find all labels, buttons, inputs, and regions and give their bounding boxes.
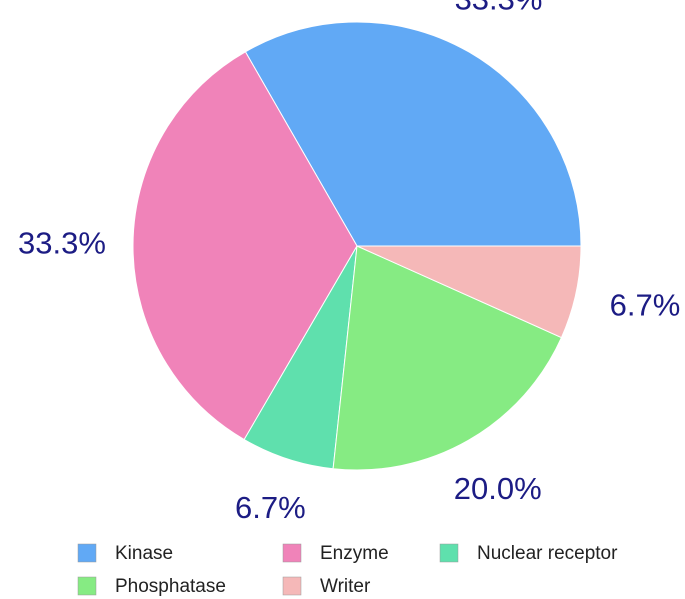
pie-slice — [356, 245, 582, 339]
legend-swatch — [282, 576, 302, 596]
legend-swatch — [77, 543, 97, 563]
pie-slice — [332, 245, 563, 471]
legend-label: Enzyme — [320, 543, 389, 564]
legend-label: Kinase — [115, 543, 173, 564]
slice-label: 6.7% — [610, 288, 681, 323]
slice-label: 20.0% — [454, 471, 542, 506]
legend-swatch — [439, 543, 459, 563]
pie-slice — [132, 51, 358, 441]
slice-label: 6.7% — [235, 490, 306, 525]
legend-label: Nuclear receptor — [477, 543, 618, 564]
legend-label: Writer — [320, 576, 371, 597]
legend-swatch — [77, 576, 97, 596]
slice-label: 33.3% — [18, 225, 106, 260]
legend-label: Phosphatase — [115, 576, 226, 597]
pie-slice — [244, 21, 582, 247]
slice-label: 33.3% — [455, 0, 543, 17]
legend-swatch — [282, 543, 302, 563]
